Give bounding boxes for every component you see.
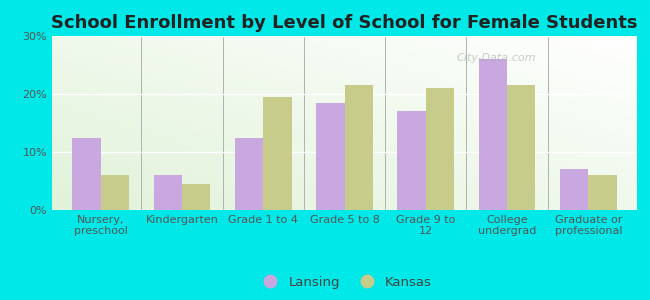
Bar <box>101 175 129 210</box>
Legend: Lansing, Kansas: Lansing, Kansas <box>252 270 437 294</box>
Title: School Enrollment by Level of School for Female Students: School Enrollment by Level of School for… <box>51 14 638 32</box>
Bar <box>72 137 101 210</box>
Bar <box>588 175 617 210</box>
Bar <box>182 184 211 210</box>
Bar <box>153 175 182 210</box>
Bar <box>507 85 536 210</box>
Bar <box>344 85 373 210</box>
Bar <box>426 88 454 210</box>
Text: City-Data.com: City-Data.com <box>457 53 536 63</box>
Bar <box>263 97 292 210</box>
Bar <box>560 169 588 210</box>
Bar <box>235 137 263 210</box>
Bar <box>478 59 507 210</box>
Bar <box>397 111 426 210</box>
Bar <box>316 103 344 210</box>
